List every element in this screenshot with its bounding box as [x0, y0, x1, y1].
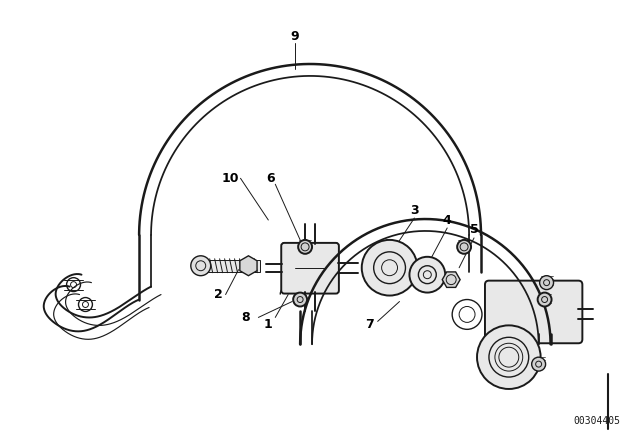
Circle shape [191, 256, 211, 276]
Text: 4: 4 [443, 214, 452, 227]
Polygon shape [240, 256, 257, 276]
Text: 7: 7 [365, 318, 374, 331]
Polygon shape [442, 272, 460, 288]
Text: 3: 3 [410, 203, 419, 216]
Text: 1: 1 [264, 318, 273, 331]
Circle shape [532, 357, 545, 371]
Text: 9: 9 [291, 30, 300, 43]
FancyBboxPatch shape [485, 280, 582, 343]
Text: 00304405: 00304405 [573, 416, 620, 426]
Circle shape [293, 293, 307, 306]
Circle shape [457, 240, 471, 254]
Circle shape [540, 276, 554, 289]
Text: 6: 6 [266, 172, 275, 185]
Circle shape [410, 257, 445, 293]
Circle shape [362, 240, 417, 296]
FancyBboxPatch shape [281, 243, 339, 293]
Bar [205, 260, 260, 271]
Circle shape [477, 325, 541, 389]
Text: 2: 2 [214, 288, 223, 301]
Text: 8: 8 [241, 311, 250, 324]
Text: 5: 5 [470, 224, 479, 237]
Text: 10: 10 [222, 172, 239, 185]
Circle shape [298, 240, 312, 254]
Circle shape [538, 293, 552, 306]
